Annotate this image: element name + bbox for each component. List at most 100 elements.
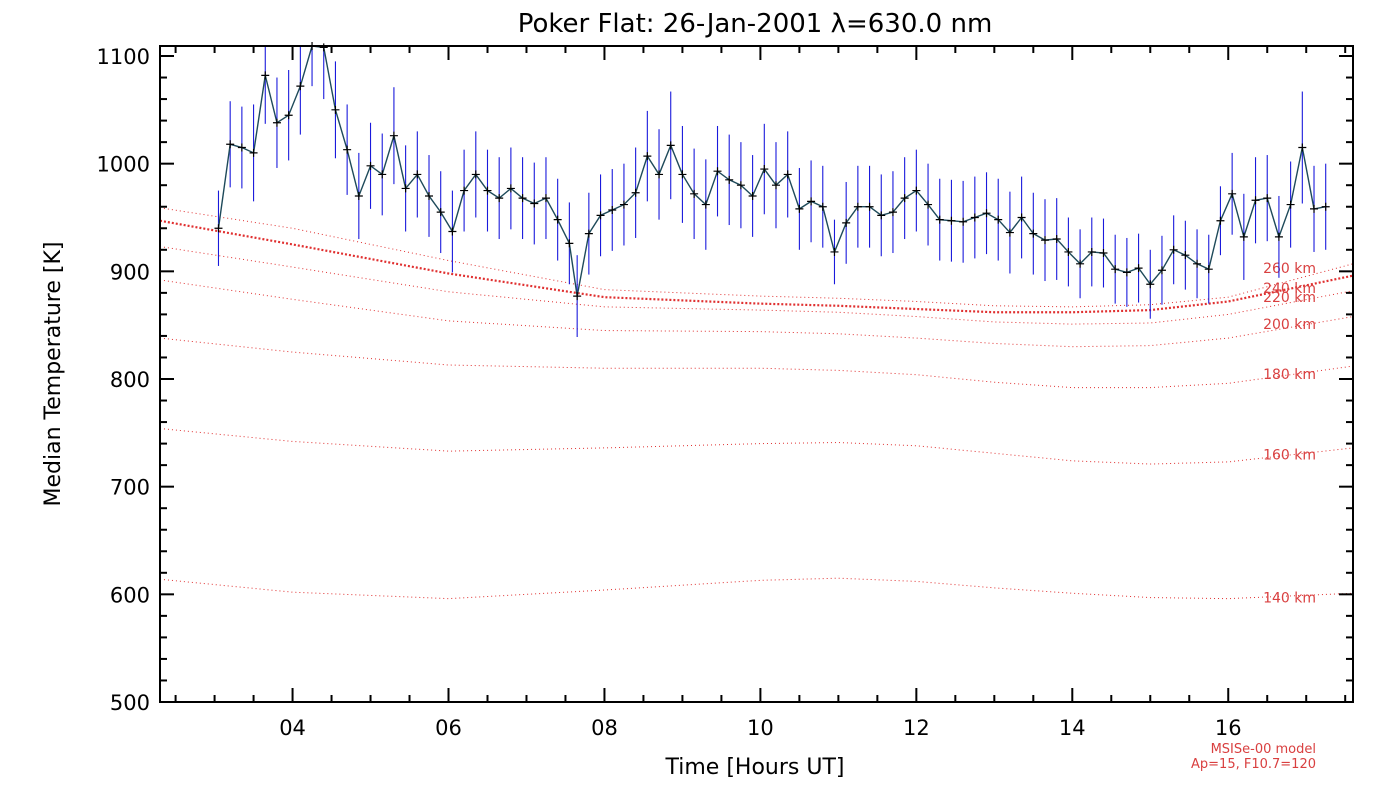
data-point — [631, 188, 640, 197]
data-point — [1239, 232, 1248, 241]
data-point — [471, 170, 480, 179]
data-point — [1228, 189, 1237, 198]
data-point — [748, 191, 757, 200]
y-tick-label: 700 — [110, 476, 150, 500]
y-axis-label: Median Temperature [K] — [41, 242, 66, 507]
data-point — [982, 209, 991, 218]
data-point — [947, 216, 956, 225]
y-tick-label: 600 — [110, 583, 150, 607]
data-point — [1204, 265, 1213, 274]
x-tick-label: 10 — [747, 716, 774, 740]
y-tick-label: 500 — [110, 691, 150, 715]
data-point — [1017, 213, 1026, 222]
data-point — [853, 202, 862, 211]
data-point — [842, 218, 851, 227]
data-point — [1157, 266, 1166, 275]
data-point — [1251, 196, 1260, 205]
data-point — [573, 292, 582, 301]
data-point — [448, 227, 457, 236]
model-note-line-1: MSISe-00 model — [1211, 742, 1316, 757]
data-point — [483, 186, 492, 195]
data-point — [1087, 247, 1096, 256]
model-curve-180-km — [159, 337, 1354, 389]
data-point — [261, 71, 270, 80]
data-point — [655, 170, 664, 179]
data-point — [237, 143, 246, 152]
data-point — [284, 111, 293, 120]
data-point — [596, 211, 605, 220]
data-point — [994, 215, 1003, 224]
y-tick-label: 900 — [110, 260, 150, 284]
data-point — [331, 105, 340, 114]
data-point — [1274, 232, 1283, 241]
data-point — [877, 211, 886, 220]
data-point — [1111, 265, 1120, 274]
data-point — [771, 181, 780, 190]
data-point — [1122, 268, 1131, 277]
data-point — [924, 200, 933, 209]
chart-title: Poker Flat: 26-Jan-2001 λ=630.0 nm — [518, 9, 993, 39]
data-point — [343, 145, 352, 154]
measured-temperature-line — [217, 45, 1326, 297]
error-bars — [217, 46, 1327, 338]
x-tick-label: 16 — [1215, 716, 1242, 740]
data-point — [518, 194, 527, 203]
data-point — [783, 170, 792, 179]
data-point — [1298, 143, 1307, 152]
model-curve-240-km — [159, 219, 1354, 314]
data-point — [701, 200, 710, 209]
data-point — [666, 141, 675, 150]
model-label-140-km: 140 km — [1263, 590, 1316, 606]
data-point — [818, 202, 827, 211]
data-point — [401, 184, 410, 193]
data-markers — [214, 42, 1330, 301]
data-point — [378, 170, 387, 179]
data-point — [795, 204, 804, 213]
model-lines — [159, 207, 1354, 600]
x-axis-tick-labels: 04 06 08 10 12 14 16 — [279, 716, 1241, 740]
data-point — [1076, 259, 1085, 268]
data-point — [1134, 264, 1143, 273]
data-point — [272, 118, 281, 127]
x-axis-label: Time [Hours UT] — [665, 755, 845, 780]
data-point — [249, 148, 258, 157]
y-axis-ticks — [160, 55, 1353, 703]
data-point — [1181, 251, 1190, 260]
data-point — [678, 170, 687, 179]
model-note-line-2: Ap=15, F10.7=120 — [1191, 757, 1316, 772]
data-point — [1216, 216, 1225, 225]
model-curve-200-km — [159, 279, 1354, 348]
data-point — [584, 229, 593, 238]
x-tick-label: 08 — [591, 716, 618, 740]
data-point — [1029, 229, 1038, 238]
data-point — [389, 131, 398, 140]
data-point — [736, 181, 745, 190]
y-tick-label: 1000 — [97, 153, 150, 177]
model-label-200-km: 200 km — [1263, 317, 1316, 333]
data-point — [760, 165, 769, 174]
model-label-260-km: 260 km — [1263, 261, 1316, 277]
data-point — [865, 202, 874, 211]
data-point — [565, 239, 574, 248]
data-point — [1052, 235, 1061, 244]
data-point — [1146, 280, 1155, 289]
data-point — [553, 215, 562, 224]
x-tick-label: 12 — [903, 716, 930, 740]
data-point — [912, 186, 921, 195]
data-point — [643, 152, 652, 161]
data-point — [713, 167, 722, 176]
data-point — [214, 224, 223, 233]
data-point — [1321, 202, 1330, 211]
data-point — [1193, 259, 1202, 268]
data-point — [1169, 245, 1178, 254]
x-tick-label: 06 — [435, 716, 462, 740]
data-point — [226, 140, 235, 149]
data-point — [1099, 249, 1108, 258]
model-label-240-km: 240 km — [1263, 281, 1316, 297]
data-point — [296, 82, 305, 91]
x-tick-label: 04 — [279, 716, 306, 740]
data-point — [495, 194, 504, 203]
data-point — [959, 217, 968, 226]
